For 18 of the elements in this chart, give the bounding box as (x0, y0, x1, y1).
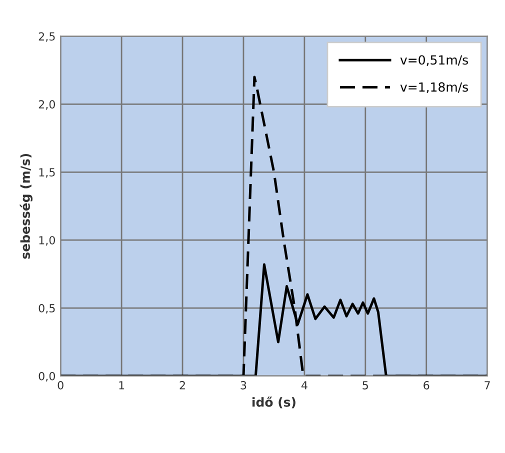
x-tick-label: 3 (240, 381, 246, 390)
y-tick-label: 0,5 (38, 304, 55, 314)
x-tick-label: 4 (301, 381, 308, 390)
x-tick-label: 1 (119, 381, 124, 390)
y-tick-label: 2,0 (38, 100, 55, 110)
y-tick-label: 1,0 (39, 236, 55, 246)
x-tick-label: 6 (424, 381, 430, 390)
y-tick-label: 2,5 (38, 32, 55, 42)
legend-label: v=1,18m/s (400, 82, 468, 94)
x-tick-label: 7 (484, 381, 490, 390)
x-tick-label: 5 (362, 381, 368, 390)
x-tick-label: 0 (58, 381, 64, 390)
legend-label: v=0,51m/s (400, 55, 468, 66)
x-axis-title: idő (s) (252, 396, 296, 408)
x-tick-label: 2 (180, 381, 185, 390)
y-tick-label: 1,5 (39, 168, 55, 178)
y-axis-title: sebesség (m/s) (20, 154, 33, 259)
y-tick-label: 0,0 (38, 372, 55, 382)
